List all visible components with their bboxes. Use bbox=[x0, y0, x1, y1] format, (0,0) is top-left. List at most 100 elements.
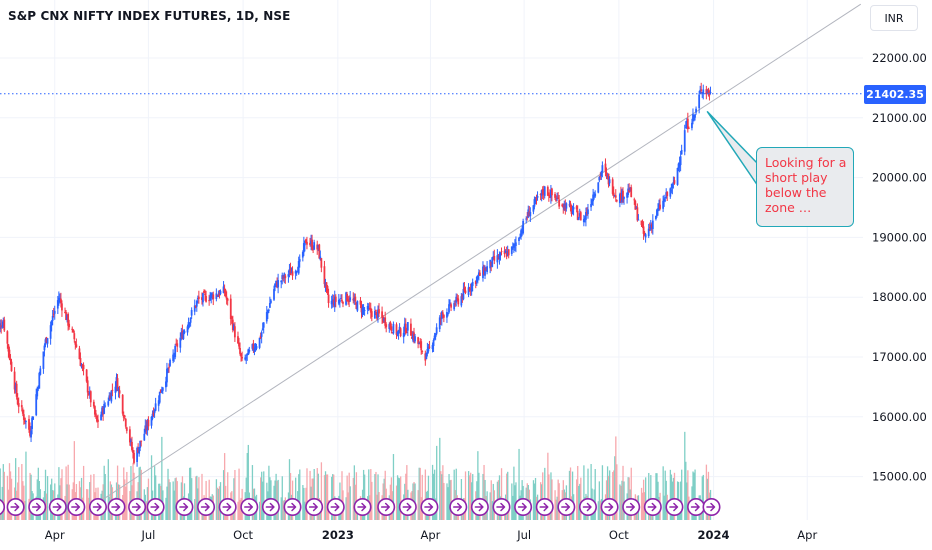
volume-bar bbox=[705, 464, 708, 520]
volume-bar bbox=[453, 469, 455, 520]
candle-body bbox=[370, 311, 373, 318]
volume-bar bbox=[51, 478, 53, 520]
volume-bar bbox=[130, 466, 132, 520]
candle-body bbox=[597, 182, 600, 193]
candle-body bbox=[42, 351, 45, 369]
volume-bar bbox=[556, 496, 558, 520]
candle-body bbox=[181, 331, 184, 339]
volume-bar bbox=[30, 474, 32, 520]
arrow-right-circle-icon bbox=[377, 497, 396, 516]
volume-bar bbox=[234, 469, 236, 520]
marker-arrow bbox=[561, 502, 571, 512]
volume-bar bbox=[491, 501, 493, 520]
candle-body bbox=[499, 252, 502, 256]
candle-body bbox=[692, 114, 694, 121]
candle-body bbox=[463, 287, 466, 291]
candle-body bbox=[231, 319, 234, 331]
candle-body bbox=[117, 388, 120, 392]
candle-body bbox=[124, 418, 127, 427]
candle-body bbox=[330, 300, 333, 305]
candle-body bbox=[455, 296, 458, 303]
candle-body bbox=[550, 189, 552, 198]
candle-body bbox=[61, 303, 63, 311]
candle-body bbox=[621, 190, 623, 202]
candle-body bbox=[448, 304, 450, 313]
volume-bar bbox=[669, 469, 672, 520]
candle-body bbox=[313, 242, 316, 250]
candle-body bbox=[334, 296, 337, 302]
volume-bar bbox=[532, 480, 535, 520]
candle-body bbox=[28, 419, 30, 430]
candle-body bbox=[383, 317, 386, 321]
candle-body bbox=[403, 323, 406, 332]
candle-body bbox=[486, 266, 488, 273]
marker-arrow bbox=[625, 502, 635, 512]
volume-bar bbox=[288, 459, 291, 520]
candle-body bbox=[676, 167, 679, 185]
trendline[interactable] bbox=[100, 3, 862, 501]
volume-bar bbox=[455, 468, 457, 520]
volume-bar bbox=[448, 474, 450, 520]
candle-body bbox=[194, 305, 197, 308]
volume-bar bbox=[511, 483, 513, 520]
candle-body bbox=[118, 390, 121, 394]
candle-body bbox=[260, 332, 263, 337]
marker-arrow bbox=[92, 502, 102, 512]
candle-body bbox=[92, 401, 95, 407]
candle-body bbox=[700, 89, 703, 91]
volume-bar bbox=[15, 458, 17, 520]
candle-body bbox=[677, 163, 680, 168]
volume-bar bbox=[392, 454, 395, 520]
currency-button[interactable]: INR bbox=[870, 5, 918, 31]
candle-body bbox=[100, 414, 102, 421]
candle-body bbox=[402, 332, 405, 338]
candle-body bbox=[302, 243, 305, 253]
volume-bar bbox=[198, 477, 200, 520]
candle-body bbox=[484, 268, 486, 276]
candle-body bbox=[133, 452, 135, 463]
volume-bar bbox=[155, 475, 157, 520]
volume-bar bbox=[557, 479, 559, 520]
volume-bar bbox=[468, 475, 471, 520]
candle-body bbox=[215, 293, 218, 300]
candle-body bbox=[526, 217, 529, 219]
candle-body bbox=[338, 299, 341, 303]
candle-body bbox=[10, 361, 13, 372]
candle-body bbox=[551, 188, 553, 196]
candle-body bbox=[137, 448, 140, 453]
candle-body bbox=[491, 257, 494, 267]
candle-body bbox=[309, 242, 311, 245]
candle-body bbox=[72, 329, 75, 333]
volume-bar bbox=[613, 470, 615, 520]
candle-body bbox=[418, 343, 421, 345]
volume-bar bbox=[29, 472, 31, 520]
candle-body bbox=[186, 326, 189, 333]
volume-bar bbox=[685, 461, 687, 520]
candle-body bbox=[420, 341, 423, 351]
candle-body bbox=[3, 319, 6, 331]
candle-body bbox=[460, 296, 463, 306]
candle-body bbox=[65, 312, 67, 320]
candle-body bbox=[209, 296, 212, 301]
candle-body bbox=[657, 208, 659, 210]
volume-bar bbox=[260, 477, 262, 520]
candle-body bbox=[691, 122, 693, 129]
volume-bar bbox=[601, 465, 604, 520]
annotation-callout[interactable]: Looking for a short play below the zone … bbox=[756, 147, 854, 227]
volume-bar bbox=[341, 471, 343, 520]
arrow-right-circle-icon bbox=[128, 497, 147, 516]
candle-body bbox=[202, 293, 204, 303]
volume-bar bbox=[577, 465, 579, 520]
candle-body bbox=[238, 343, 240, 347]
candle-body bbox=[601, 165, 604, 173]
volume-bar bbox=[239, 499, 241, 520]
candle-body bbox=[229, 298, 232, 319]
volume-bar bbox=[645, 477, 647, 520]
marker-arrow bbox=[453, 502, 463, 512]
candle-body bbox=[122, 414, 125, 418]
candle-body bbox=[183, 330, 186, 334]
candle-body bbox=[96, 416, 98, 422]
volume-bar bbox=[396, 475, 399, 520]
candle-body bbox=[25, 420, 27, 423]
